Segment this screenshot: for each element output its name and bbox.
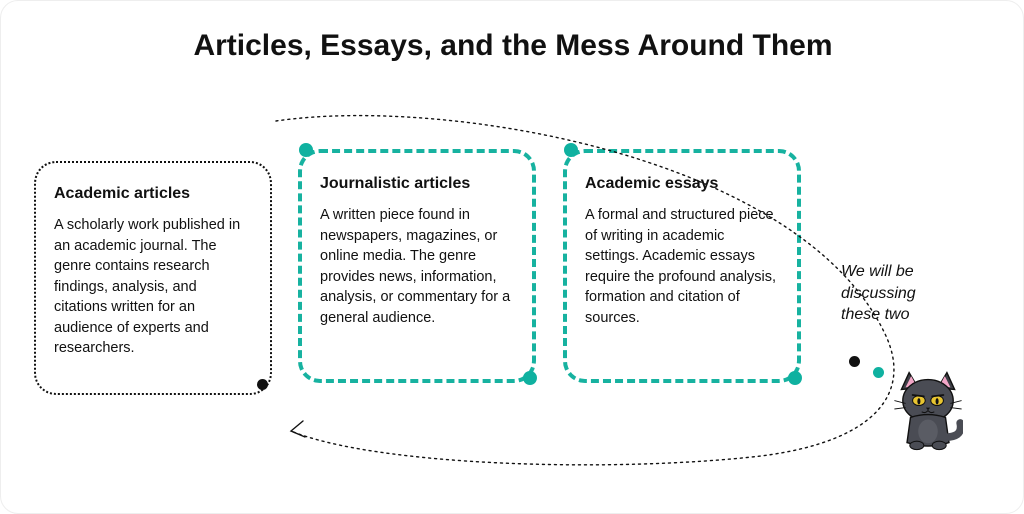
card-academic-essays: Academic essays A formal and structured …: [563, 149, 801, 383]
card-heading: Academic essays: [585, 175, 779, 193]
card-body: A scholarly work published in an academi…: [54, 215, 252, 359]
card-body: A written piece found in newspapers, mag…: [320, 205, 514, 328]
corner-dot: [564, 143, 578, 157]
corner-dot: [788, 371, 802, 385]
card-body: A formal and structured piece of writing…: [585, 205, 779, 328]
card-heading: Academic articles: [54, 185, 252, 203]
callout-dot: [873, 367, 884, 378]
card-academic-articles: Academic articles A scholarly work publi…: [34, 161, 272, 395]
cat-icon: [893, 367, 963, 451]
callout-text: We will be discussing these two: [841, 261, 951, 326]
corner-dot: [299, 143, 313, 157]
card-journalistic-articles: Journalistic articles A written piece fo…: [298, 149, 536, 383]
callout-dot: [849, 356, 860, 367]
slide-canvas: Articles, Essays, and the Mess Around Th…: [0, 0, 1024, 514]
corner-dot: [257, 379, 268, 390]
corner-dot: [523, 371, 537, 385]
page-title: Articles, Essays, and the Mess Around Th…: [1, 27, 1024, 65]
card-heading: Journalistic articles: [320, 175, 514, 193]
